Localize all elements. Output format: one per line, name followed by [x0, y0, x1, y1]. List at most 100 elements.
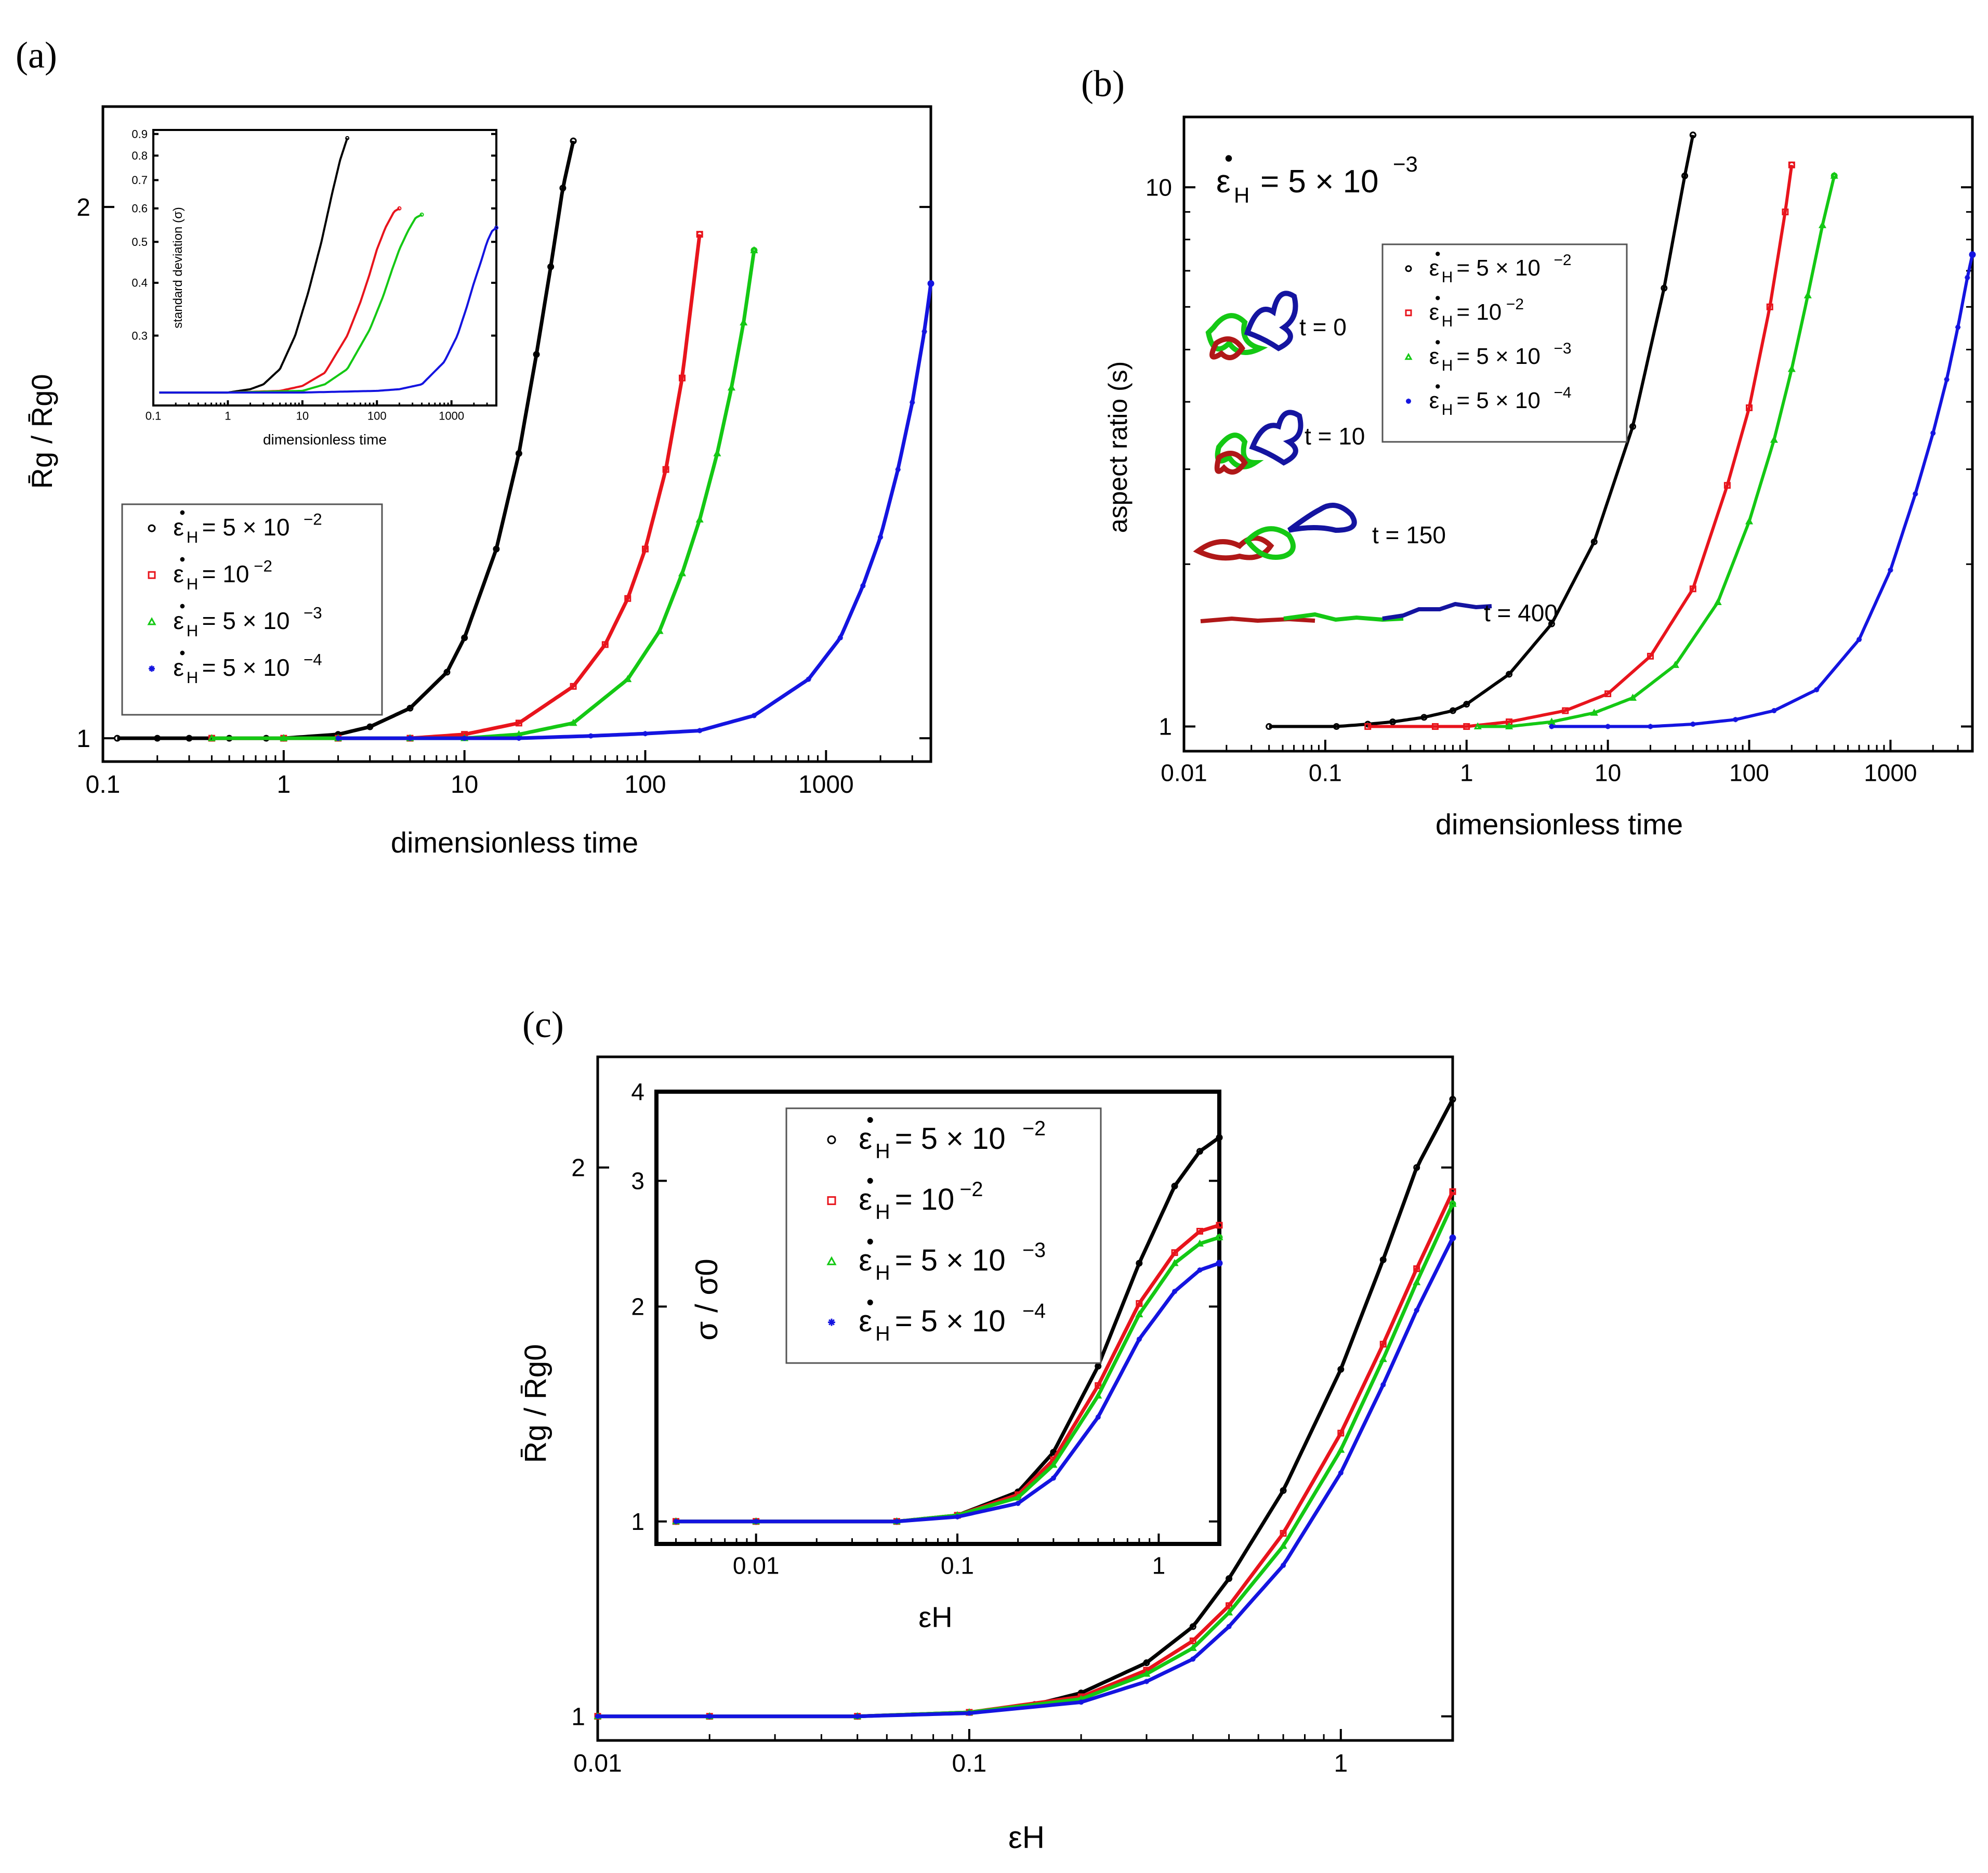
panel-a-legend-dot-green: •	[179, 597, 185, 615]
panel-c-series-black-point	[1337, 1366, 1345, 1373]
panel-b-series-blue-point	[1930, 430, 1936, 436]
panel-c-legend-exp-blue: −4	[1022, 1300, 1046, 1322]
panel-c-legend-exp-black: −2	[1022, 1117, 1046, 1140]
panel-c-series-green-point	[1279, 1541, 1287, 1549]
panel-b-xlabel: dimensionless time	[1436, 808, 1683, 841]
panel-c-plot-frame	[596, 1055, 1454, 1742]
panel-a-series-green-point	[624, 675, 632, 683]
panel-c-series-blue-point	[1281, 1563, 1286, 1568]
panel-c-legend-eps-blue: ε	[859, 1304, 872, 1338]
panel-c-inset-series-blue-point	[1197, 1267, 1203, 1273]
panel-c-series-black-point	[1280, 1487, 1287, 1494]
panel-b-series-blue-point	[1888, 567, 1893, 573]
panel-a-inset-ylabel: standard deviation (σ)	[171, 207, 185, 329]
panel-c-series-blue-point	[595, 1713, 600, 1719]
panel-b-series-blue-point	[1814, 687, 1820, 692]
panel-c-inset-series-blue-point	[753, 1518, 759, 1524]
panel-a-series-green-point	[655, 626, 664, 634]
panel-c-series-black-point	[1413, 1164, 1420, 1171]
panel-c-legend-eps-green: ε	[859, 1243, 872, 1277]
panel-c-inset-series-black-point	[1196, 1148, 1203, 1155]
panel-c-inset-series-green-point	[1049, 1460, 1058, 1468]
panel-c-series-green-point	[1379, 1355, 1387, 1363]
panel-b-series-green-point	[1745, 517, 1754, 525]
panel-b-legend	[1381, 243, 1628, 443]
panel-c-inset-series-blue-end-point	[1216, 1260, 1223, 1267]
panel-a-inset-y-tick-label: 0.4	[131, 277, 148, 290]
panel-c-series-blue-point	[707, 1713, 713, 1719]
panel-c-series	[594, 1096, 1457, 1720]
panel-a-inset-xlabel: dimensionless time	[263, 431, 387, 448]
panel-c-series-blue-point	[1226, 1624, 1232, 1629]
panel-c-inset-series-blue-point	[955, 1514, 960, 1520]
panel-a-series-black-point	[493, 545, 500, 553]
panel-c-y-tick-label: 1	[571, 1703, 585, 1731]
panel-c-axes: 0.01 0.1 1 1 2	[571, 1155, 1454, 1777]
panel-b-series-black-point	[1333, 723, 1340, 730]
panel-c-series-black-point	[1379, 1256, 1387, 1263]
panel-c-series-green-point	[1142, 1669, 1151, 1677]
panel-b-legend-sub-green: H	[1442, 357, 1453, 374]
panel-a-series-blue-point	[697, 728, 703, 734]
panel-c-inset-y-tick-label: 3	[631, 1168, 644, 1195]
panel-c-legend-eps-black: ε	[859, 1122, 872, 1156]
panel-a-inset-series-black-end-point	[345, 136, 350, 140]
panel-c-inset-series-blue-point	[1015, 1500, 1021, 1506]
panel-b-series-red-point	[1766, 303, 1773, 310]
panel-b-series-green-point	[1671, 661, 1679, 668]
panel-b-series-green-point	[1505, 722, 1513, 730]
snapshot-t10-red-segment	[1214, 451, 1248, 475]
panel-c-inset-x-tick-label: 0.1	[941, 1552, 974, 1579]
panel-a-series-black-point	[114, 735, 121, 742]
panel-a-inset-series-green-end-point	[419, 212, 424, 217]
panel-a-series-blue-line	[338, 283, 933, 740]
panel-a-series-black-point	[559, 185, 567, 192]
panel-c-series-green-point	[1337, 1446, 1345, 1453]
panel-a-inset-x-tick-label: 0.1	[146, 410, 162, 423]
panel-b-legend-dot-blue: •	[1435, 377, 1441, 395]
panel-b-legend-exp-black: −2	[1553, 252, 1571, 269]
panel-a-legend-dot-black: •	[179, 503, 185, 522]
panel-a-legend-sub-black: H	[187, 528, 199, 546]
panel-a-series-black-point	[154, 735, 161, 742]
panel-b-x-tick-label: 1000	[1864, 759, 1917, 787]
panel-c-series-green-end-point	[1449, 1200, 1456, 1208]
panel-c-ylabel: R̄g / R̄g0	[519, 1344, 552, 1463]
panel-a-series-black-point	[406, 704, 414, 712]
snapshot-label-t0: t = 0	[1299, 313, 1347, 340]
panel-b-series-blue-point	[1549, 724, 1555, 729]
snapshot-t0	[1205, 291, 1298, 360]
panel-b-legend-marker-green	[1404, 352, 1413, 360]
panel-c-inset-ylabel: σ / σ0	[689, 1259, 724, 1340]
panel-b-series-red-point	[1647, 652, 1654, 660]
panel-a-legend-value-red: = 10	[202, 560, 249, 587]
panel-b-series-red-point	[1782, 208, 1789, 216]
panel-c-inset-series-black-point	[1171, 1183, 1178, 1190]
panel-c-inset-series-green-point	[1014, 1493, 1022, 1501]
panel-a-series-green-point	[713, 449, 721, 456]
panel-b-legend-sub-blue: H	[1442, 401, 1453, 418]
panel-a-series-black-point	[547, 263, 555, 270]
panel-c-y-tick-label: 2	[571, 1155, 585, 1182]
snapshot-t0-green-segment	[1205, 313, 1268, 355]
panel-a-legend-exp-green: −3	[304, 604, 322, 622]
panel-c-series-blue-point	[1338, 1470, 1344, 1476]
panel-a-series-black-point	[443, 669, 451, 676]
panel-a-series-black-line	[117, 140, 575, 740]
panel-a-series-red-end-point	[696, 231, 703, 238]
panel-c-series-blue-point	[1414, 1307, 1419, 1313]
panel-b-title: ε • H = 5 × 10 −3	[1216, 145, 1418, 207]
snapshot-label-t150: t = 150	[1372, 521, 1446, 548]
panel-c-series-blue-point	[854, 1713, 860, 1719]
panel-a-series-black-point	[533, 351, 540, 358]
panel-b-x-tick-label: 100	[1729, 759, 1769, 787]
panel-c-inset-x-tick-label: 0.01	[733, 1552, 780, 1579]
panel-a-series-blue-point	[895, 467, 901, 473]
panel-a-series-blue-point	[928, 281, 933, 286]
panel-c-inset-axes: 0.01 0.1 1 1 2 3 4	[631, 1078, 1220, 1579]
panel-a-series-green-point	[280, 734, 288, 741]
panel-b-series-green-point	[1803, 291, 1812, 298]
panel-a-x-tick-label: 1	[277, 771, 291, 798]
panel-b-series-black-point	[1629, 423, 1636, 430]
panel-b-series-red-point	[1364, 723, 1372, 730]
